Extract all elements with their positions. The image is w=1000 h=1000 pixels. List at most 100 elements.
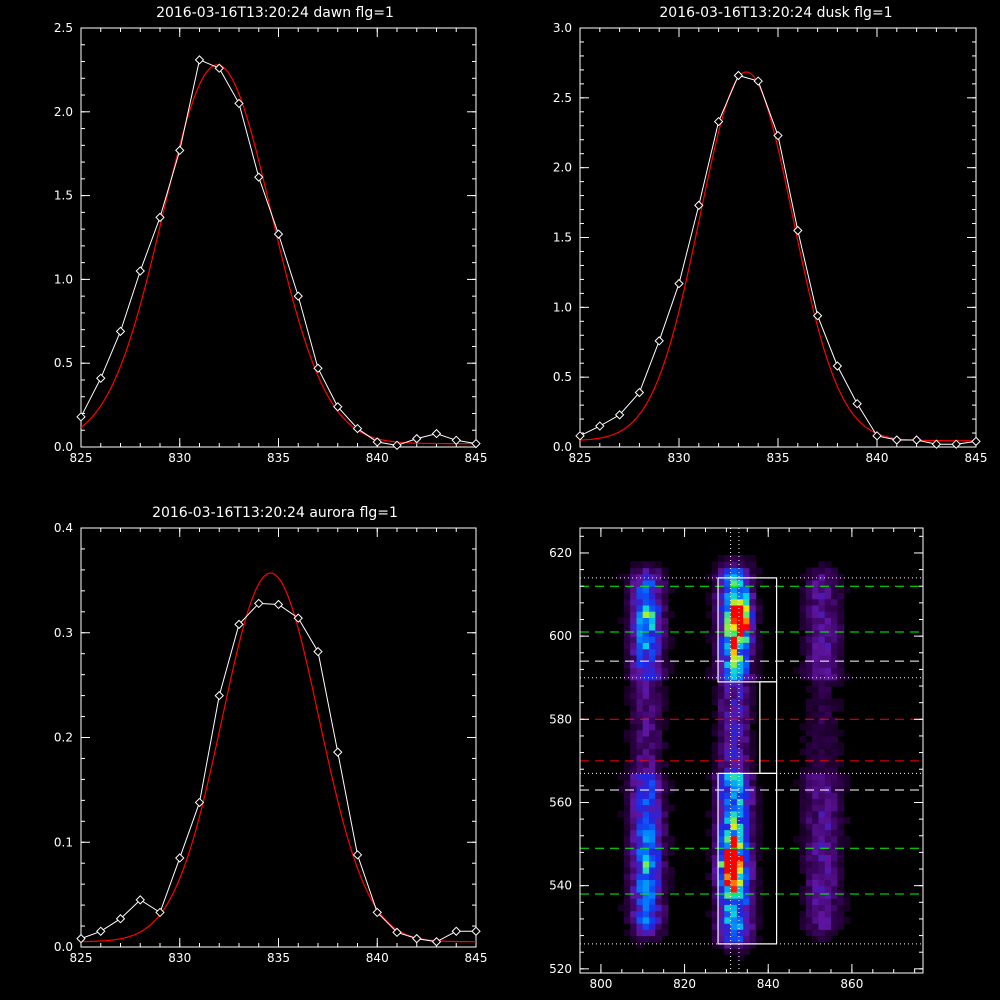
spectrum-pixel <box>755 629 763 637</box>
spectrum-pixel <box>799 792 807 799</box>
spectrum-pixel <box>655 573 663 581</box>
spectrum-pixel <box>724 854 732 862</box>
spectrum-pixel <box>642 810 650 818</box>
spectrum-pixel <box>649 679 656 687</box>
spectrum-pixel <box>749 823 757 831</box>
spectrum-pixel <box>655 667 663 675</box>
spectrum-pixel <box>824 648 832 656</box>
spectrum-pixel <box>623 667 631 675</box>
spectrum-pixel <box>837 829 845 837</box>
spectrum-pixel <box>743 648 750 656</box>
spectrum-pixel <box>642 829 650 837</box>
spectrum-pixel <box>642 692 650 700</box>
spectrum-pixel <box>730 704 738 712</box>
spectrum-region-box <box>759 681 778 774</box>
spectrum-pixel <box>636 598 644 606</box>
spectrum-pixel <box>730 698 738 706</box>
spectrum-pixel <box>655 598 663 606</box>
spectrum-pixel <box>743 735 750 743</box>
spectrum-pixel <box>661 623 669 631</box>
spectrum-pixel <box>812 567 820 575</box>
aurora-x-tick-label: 835 <box>267 951 290 965</box>
spectrum-pixel <box>749 835 757 843</box>
spectrum-pixel <box>736 604 744 612</box>
spectrum-pixel <box>736 586 744 593</box>
spectrum-pixel <box>730 729 738 737</box>
spectrum-pixel <box>805 860 813 868</box>
spectrum-pixel <box>743 667 750 675</box>
spectrum-pixel <box>743 916 750 924</box>
spectrum-pixel <box>818 642 826 650</box>
spectrum-pixel <box>655 686 663 693</box>
spectrum-pixel <box>623 598 631 606</box>
spectrum-pixel <box>711 891 719 899</box>
spectrum-pixel <box>824 636 832 643</box>
spectrum-pixel <box>730 604 738 612</box>
spectrum-pixel <box>812 773 820 781</box>
aurora-x-tick-label: 830 <box>168 951 191 965</box>
spectrum-pixel <box>818 873 826 880</box>
spectrum-pixel <box>837 636 845 643</box>
spectrum-pixel <box>655 586 663 593</box>
spectrum-pixel <box>649 636 656 643</box>
spectrum-pixel <box>837 617 845 625</box>
spectrum-pixel <box>749 673 757 681</box>
spectrum-pixel <box>724 673 732 681</box>
dawn-data-point <box>175 145 185 156</box>
spectrum-pixel <box>818 854 826 862</box>
spectrum-pixel <box>831 636 838 643</box>
spectrum-pixel <box>812 580 820 587</box>
spectrum-pixel <box>824 561 832 569</box>
spectrum-pixel <box>623 848 631 855</box>
spectrum-pixel <box>837 598 845 606</box>
spectrum-pixel <box>724 754 732 762</box>
spectrum-pixel <box>755 580 763 587</box>
spectrum-pixel <box>755 661 763 668</box>
spectrum-pixel <box>743 779 750 787</box>
dusk-data-point <box>634 387 645 398</box>
spectrum-pixel <box>812 735 820 743</box>
aurora-data-point <box>412 933 422 944</box>
spectrum-pixel <box>636 879 644 887</box>
spectrum-pixel <box>655 735 663 743</box>
spectrum-pixel <box>736 723 744 731</box>
spectrum-pixel <box>730 686 738 693</box>
spectrum-pixel <box>636 611 644 618</box>
spectrum-pixel <box>843 842 851 849</box>
spectrum-pixel <box>623 573 631 581</box>
spectrum-pixel <box>711 673 719 681</box>
spectrum-pixel <box>724 592 732 600</box>
spectrum-pixel <box>736 642 744 650</box>
spectrum-pixel <box>636 798 644 806</box>
spectrum-pixel <box>649 804 656 812</box>
spectrum-pixel <box>749 611 757 618</box>
spectrum-pixel <box>630 629 638 637</box>
spectrum-pixel <box>843 785 851 793</box>
spectrum-pixel <box>793 835 801 843</box>
spectrum-pixel <box>730 661 738 668</box>
spectrum-pixel <box>736 555 744 562</box>
spectrum-pixel <box>818 767 826 774</box>
spectrum-pixel <box>805 629 813 637</box>
spectrum-pixel <box>755 611 763 618</box>
spectrum-pixel <box>718 866 725 874</box>
spectrum-pixel <box>642 592 650 600</box>
spectrum-pixel <box>812 935 820 943</box>
spectrum-pixel <box>749 586 757 593</box>
spectrum-pixel <box>824 623 832 631</box>
spectrum-pixel <box>649 729 656 737</box>
spectrum-pixel <box>749 767 757 774</box>
spectrum-pixel <box>831 767 838 774</box>
spectrum-pixel <box>818 904 826 912</box>
spectrum-pixel <box>718 823 725 831</box>
spectrum-pixel <box>805 673 813 681</box>
spectrum-pixel <box>818 891 826 899</box>
spectrum-pixel <box>649 823 656 831</box>
spectrum-pixel <box>724 667 732 675</box>
spectrum-pixel <box>661 823 669 831</box>
dawn-x-tick-label: 840 <box>366 451 389 465</box>
spectrum-pixel <box>736 792 744 799</box>
spectrum-pixel <box>630 617 638 625</box>
spectrum-pixel <box>837 854 845 862</box>
spectrum-pixel <box>824 754 832 762</box>
